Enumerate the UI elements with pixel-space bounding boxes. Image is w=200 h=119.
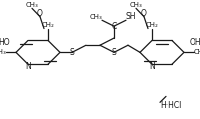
Text: N: N (25, 62, 31, 71)
Text: HO: HO (0, 38, 10, 47)
Text: CH₃: CH₃ (194, 49, 200, 55)
Text: CH₃: CH₃ (130, 2, 142, 8)
Text: OH: OH (190, 38, 200, 47)
Text: C: C (111, 22, 117, 31)
Text: CH₂: CH₂ (146, 22, 158, 28)
Text: CH₃: CH₃ (0, 49, 6, 55)
Text: CH₂: CH₂ (42, 22, 54, 28)
Text: CH₃: CH₃ (26, 2, 38, 8)
Text: O: O (141, 9, 147, 18)
Text: SH: SH (126, 12, 136, 21)
Text: S: S (70, 48, 74, 57)
Text: S: S (112, 48, 116, 57)
Text: N: N (149, 62, 155, 71)
Text: CH₃: CH₃ (89, 14, 102, 20)
Text: O: O (37, 9, 43, 18)
Text: H·HCl: H·HCl (160, 101, 181, 110)
